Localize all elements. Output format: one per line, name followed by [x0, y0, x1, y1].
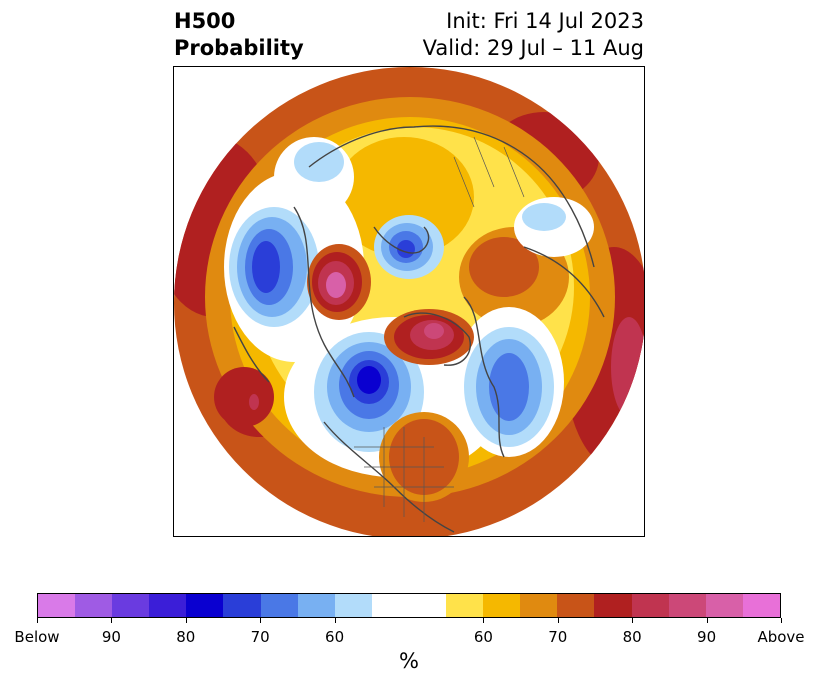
colorbar-tick-mark — [334, 618, 336, 623]
map-panel — [173, 66, 645, 537]
colorbar-segment — [557, 594, 595, 617]
colorbar-unit: % — [399, 649, 419, 673]
colorbar-segment — [742, 594, 780, 617]
colorbar-segment — [38, 594, 76, 617]
colorbar-segment — [483, 594, 521, 617]
colorbar-segment — [223, 594, 261, 617]
colorbar-tick-mark — [185, 618, 187, 623]
colorbar-tick-mark — [111, 618, 113, 623]
colorbar-segment — [705, 594, 743, 617]
colorbar-tick-label: 80 — [176, 628, 196, 646]
colorbar-tick-label: 60 — [473, 628, 493, 646]
colorbar-tick-label: 80 — [622, 628, 642, 646]
colorbar-tick-label: 70 — [250, 628, 270, 646]
colorbar-segment — [297, 594, 335, 617]
colorbar-segment — [112, 594, 150, 617]
colorbar-segment — [520, 594, 558, 617]
valid-range: Valid: 29 Jul – 11 Aug — [422, 36, 644, 60]
colorbar-tick-mark — [260, 618, 262, 623]
colorbar-tick-label: 90 — [101, 628, 121, 646]
colorbar-tick-label: 90 — [697, 628, 717, 646]
colorbar-segment — [75, 594, 113, 617]
colorbar-tick-mark — [781, 618, 782, 623]
colorbar-tick-mark — [706, 618, 708, 623]
colorbar-segment — [260, 594, 298, 617]
colorbar-segment — [631, 594, 669, 617]
colorbar-tick-label: 60 — [325, 628, 345, 646]
title-left: H500 Probability — [174, 8, 304, 62]
colorbar-tick-mark — [483, 618, 485, 623]
colorbar-tick-mark — [37, 618, 38, 623]
colorbar-segment — [186, 594, 224, 617]
title-right: Init: Fri 14 Jul 2023 Valid: 29 Jul – 11… — [423, 8, 644, 62]
field-name: H500 — [174, 9, 236, 33]
colorbar-segment — [149, 594, 187, 617]
colorbar-tick-label: 70 — [548, 628, 568, 646]
colorbar-tick-label: Above — [757, 628, 805, 646]
colorbar — [37, 593, 781, 618]
probability-field — [174, 67, 644, 536]
colorbar-segment — [594, 594, 632, 617]
probability-map — [174, 67, 644, 536]
colorbar-tick-mark — [557, 618, 559, 623]
init-date: Init: Fri 14 Jul 2023 — [446, 9, 644, 33]
colorbar-tick-label: Below — [14, 628, 60, 646]
field-type: Probability — [174, 36, 304, 60]
colorbar-tick-mark — [632, 618, 634, 623]
colorbar-segment — [334, 594, 372, 617]
colorbar-segment — [446, 594, 484, 617]
colorbar-segment — [371, 594, 447, 617]
colorbar-segment — [668, 594, 706, 617]
borders — [354, 136, 525, 522]
